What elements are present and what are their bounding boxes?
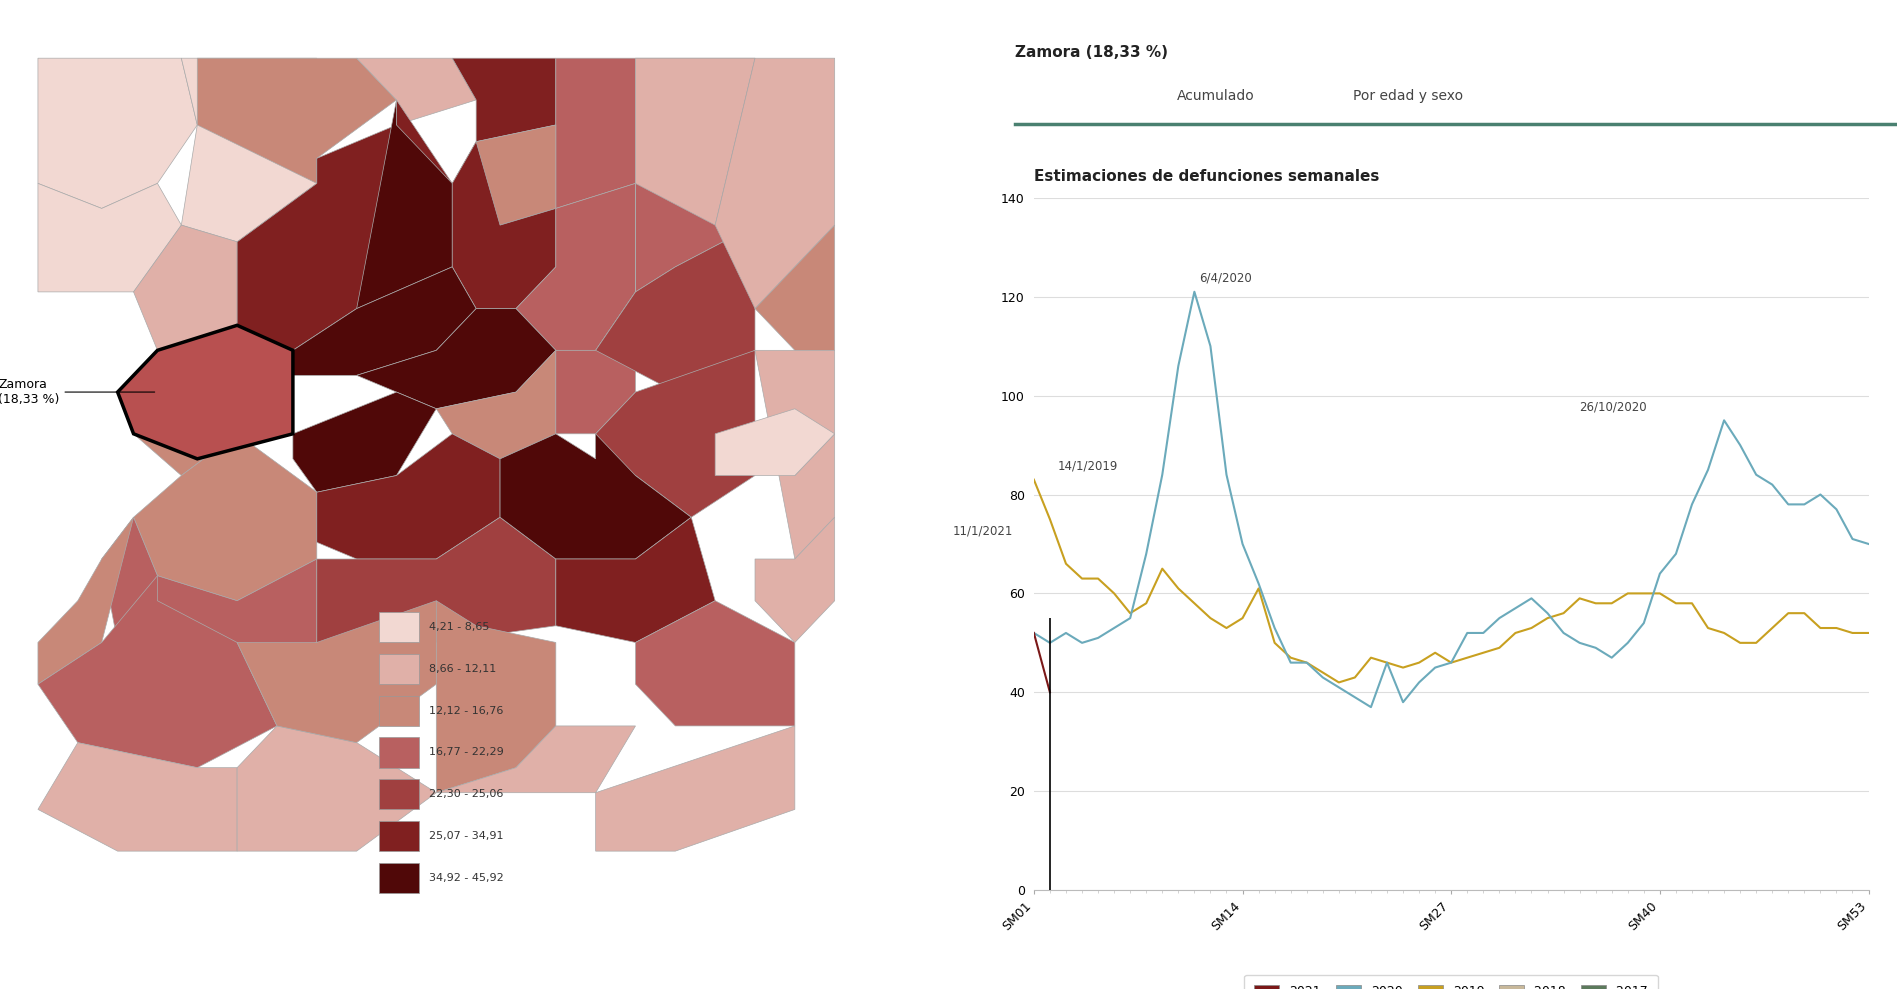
Polygon shape [556, 292, 635, 434]
2019 [1246, 583, 1269, 594]
Text: 14/1/2019: 14/1/2019 [1059, 460, 1119, 473]
Text: 25,07 - 34,91: 25,07 - 34,91 [429, 831, 503, 841]
Polygon shape [635, 600, 795, 726]
Text: 4,21 - 8,65: 4,21 - 8,65 [429, 622, 489, 632]
Polygon shape [436, 726, 635, 793]
Polygon shape [596, 726, 795, 852]
Polygon shape [715, 408, 835, 476]
Polygon shape [237, 726, 436, 852]
Polygon shape [770, 434, 835, 559]
Text: Zamora
(18,33 %): Zamora (18,33 %) [0, 378, 156, 406]
2020 [1537, 607, 1559, 619]
Polygon shape [182, 58, 317, 242]
2020 [1857, 538, 1880, 550]
2020 [1022, 627, 1045, 639]
Bar [379, 695, 419, 726]
Polygon shape [118, 325, 292, 459]
Bar [379, 738, 419, 767]
Polygon shape [596, 350, 755, 517]
Text: Zamora (18,33 %): Zamora (18,33 %) [1015, 45, 1169, 59]
Text: 16,77 - 22,29: 16,77 - 22,29 [429, 748, 503, 758]
2021 [1022, 627, 1045, 639]
Polygon shape [755, 350, 835, 476]
Polygon shape [635, 58, 755, 292]
Polygon shape [635, 58, 755, 292]
Polygon shape [237, 100, 451, 350]
Polygon shape [436, 350, 556, 459]
Polygon shape [38, 58, 197, 209]
2020 [1360, 701, 1383, 713]
2019 [1777, 607, 1800, 619]
Line: 2021: 2021 [1034, 633, 1049, 692]
Polygon shape [596, 225, 755, 392]
2019 [1569, 592, 1592, 604]
2020 [1696, 464, 1719, 476]
2020 [1263, 622, 1286, 634]
Text: Datos: Datos [1051, 89, 1096, 104]
2019 [1022, 474, 1045, 486]
Text: 8,66 - 12,11: 8,66 - 12,11 [429, 664, 495, 674]
Text: Estimaciones de defunciones semanales: Estimaciones de defunciones semanales [1034, 169, 1379, 184]
Polygon shape [451, 58, 556, 141]
2020 [1584, 642, 1607, 654]
Text: 22,30 - 25,06: 22,30 - 25,06 [429, 789, 503, 799]
Line: 2019: 2019 [1034, 480, 1869, 682]
Bar [379, 654, 419, 684]
Polygon shape [755, 517, 835, 643]
Polygon shape [317, 434, 501, 559]
Text: 12,12 - 16,76: 12,12 - 16,76 [429, 706, 503, 716]
2020 [1601, 652, 1624, 664]
Polygon shape [357, 58, 476, 125]
Polygon shape [501, 434, 691, 559]
2019 [1857, 627, 1880, 639]
Polygon shape [38, 517, 133, 684]
Text: Por edad y sexo: Por edad y sexo [1353, 89, 1464, 104]
Text: 26/10/2020: 26/10/2020 [1580, 401, 1647, 413]
Bar [379, 612, 419, 643]
Bar [379, 779, 419, 809]
Polygon shape [38, 183, 182, 292]
Polygon shape [133, 225, 237, 350]
Line: 2020: 2020 [1034, 292, 1869, 707]
Polygon shape [292, 267, 476, 376]
Text: 6/4/2020: 6/4/2020 [1199, 272, 1252, 285]
2020 [1184, 286, 1206, 298]
Polygon shape [357, 100, 451, 309]
2019 [1681, 597, 1704, 609]
Polygon shape [292, 392, 436, 493]
Polygon shape [451, 125, 556, 225]
Polygon shape [197, 58, 396, 183]
Polygon shape [118, 325, 292, 459]
2019 [1537, 612, 1559, 624]
Text: 11/1/2021: 11/1/2021 [952, 524, 1013, 537]
Polygon shape [556, 58, 635, 209]
2019 [1328, 676, 1351, 688]
Polygon shape [38, 576, 277, 767]
2020 [1552, 627, 1575, 639]
Polygon shape [556, 517, 715, 643]
Polygon shape [133, 434, 317, 600]
Polygon shape [451, 141, 556, 309]
Polygon shape [38, 743, 237, 852]
2019 [1519, 622, 1542, 634]
Polygon shape [755, 225, 835, 350]
2021 [1038, 686, 1060, 698]
Polygon shape [133, 350, 292, 476]
Polygon shape [715, 58, 835, 309]
Polygon shape [357, 309, 556, 408]
Bar [379, 862, 419, 893]
Text: Acumulado: Acumulado [1178, 89, 1254, 104]
Text: 34,92 - 45,92: 34,92 - 45,92 [429, 872, 503, 883]
Bar [379, 821, 419, 852]
Polygon shape [102, 517, 317, 684]
Polygon shape [436, 600, 556, 793]
Legend: 2021, 2020, 2019, 2̶0̶1̶8̶, 2̶0̶1̶7̶: 2021, 2020, 2019, 2̶0̶1̶8̶, 2̶0̶1̶7̶ [1244, 975, 1658, 989]
Polygon shape [317, 517, 556, 643]
Polygon shape [237, 600, 436, 743]
Polygon shape [516, 183, 635, 350]
